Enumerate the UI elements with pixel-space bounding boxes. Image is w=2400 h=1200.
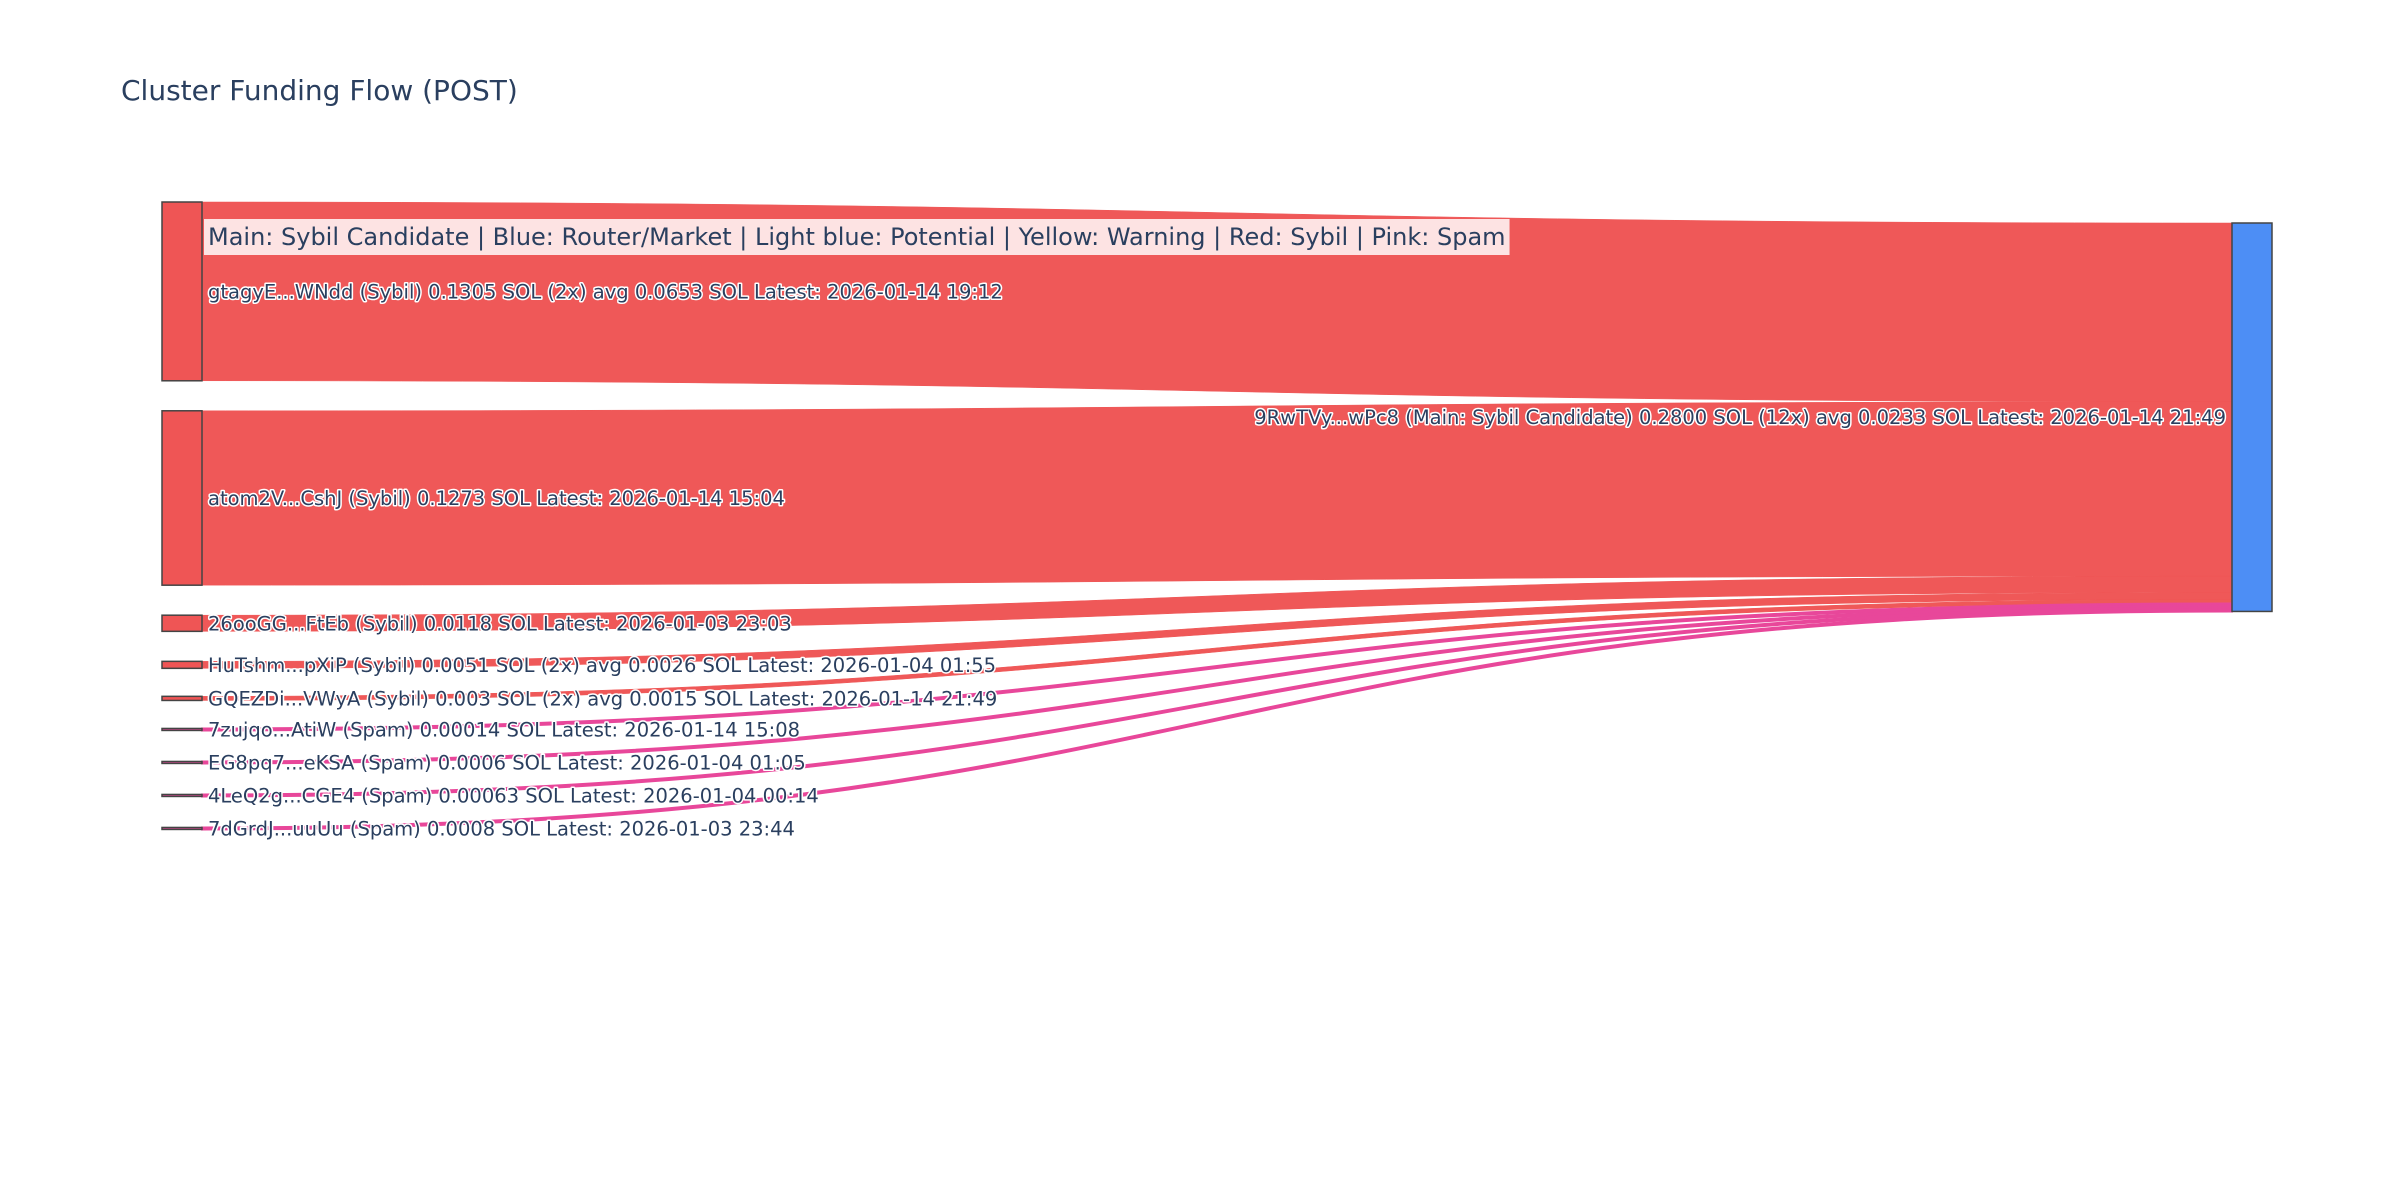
target-node — [2231, 222, 2273, 613]
source-label-5: GQEZDi...VWyA (Sybil) 0.003 SOL (2x) avg… — [208, 687, 997, 710]
labels-layer: gtagyE...WNdd (Sybil) 0.1305 SOL (2x) av… — [207, 279, 2228, 842]
legend: Main: Sybil Candidate | Blue: Router/Mar… — [204, 219, 1510, 255]
source-label-8: 4LeQ2g...CGE4 (Spam) 0.00063 SOL Latest:… — [208, 784, 819, 807]
source-label-4: HuTshm...pXiP (Sybil) 0.0051 SOL (2x) av… — [208, 654, 996, 677]
source-node-4 — [161, 660, 203, 670]
source-label-2: atom2V...CshJ (Sybil) 0.1273 SOL Latest:… — [208, 487, 785, 510]
source-node-1 — [161, 201, 203, 382]
source-label-6: 7zujqo...AtiW (Spam) 0.00014 SOL Latest:… — [208, 718, 800, 741]
nodes-layer — [161, 201, 2273, 831]
source-node-3 — [161, 614, 203, 633]
target-label: 9RwTVy...wPc8 (Main: Sybil Candidate) 0.… — [1254, 406, 2226, 429]
source-node-7 — [161, 760, 203, 765]
chart-title: Cluster Funding Flow (POST) — [121, 74, 518, 107]
source-node-6 — [161, 727, 203, 732]
source-node-8 — [161, 793, 203, 798]
source-label-3: 26ooGG...FtEb (Sybil) 0.0118 SOL Latest:… — [208, 612, 792, 635]
source-label-1: gtagyE...WNdd (Sybil) 0.1305 SOL (2x) av… — [208, 280, 1003, 303]
source-label-9: 7dGrdJ...uuUu (Spam) 0.0008 SOL Latest: … — [208, 817, 795, 840]
source-node-9 — [161, 826, 203, 831]
links-layer — [201, 201, 2233, 831]
source-node-2 — [161, 410, 203, 586]
source-node-5 — [161, 695, 203, 702]
source-label-7: EG8pq7...eKSA (Spam) 0.0006 SOL Latest: … — [208, 751, 806, 774]
legend-background — [204, 219, 1510, 255]
legend-text: Main: Sybil Candidate | Blue: Router/Mar… — [208, 223, 1506, 251]
